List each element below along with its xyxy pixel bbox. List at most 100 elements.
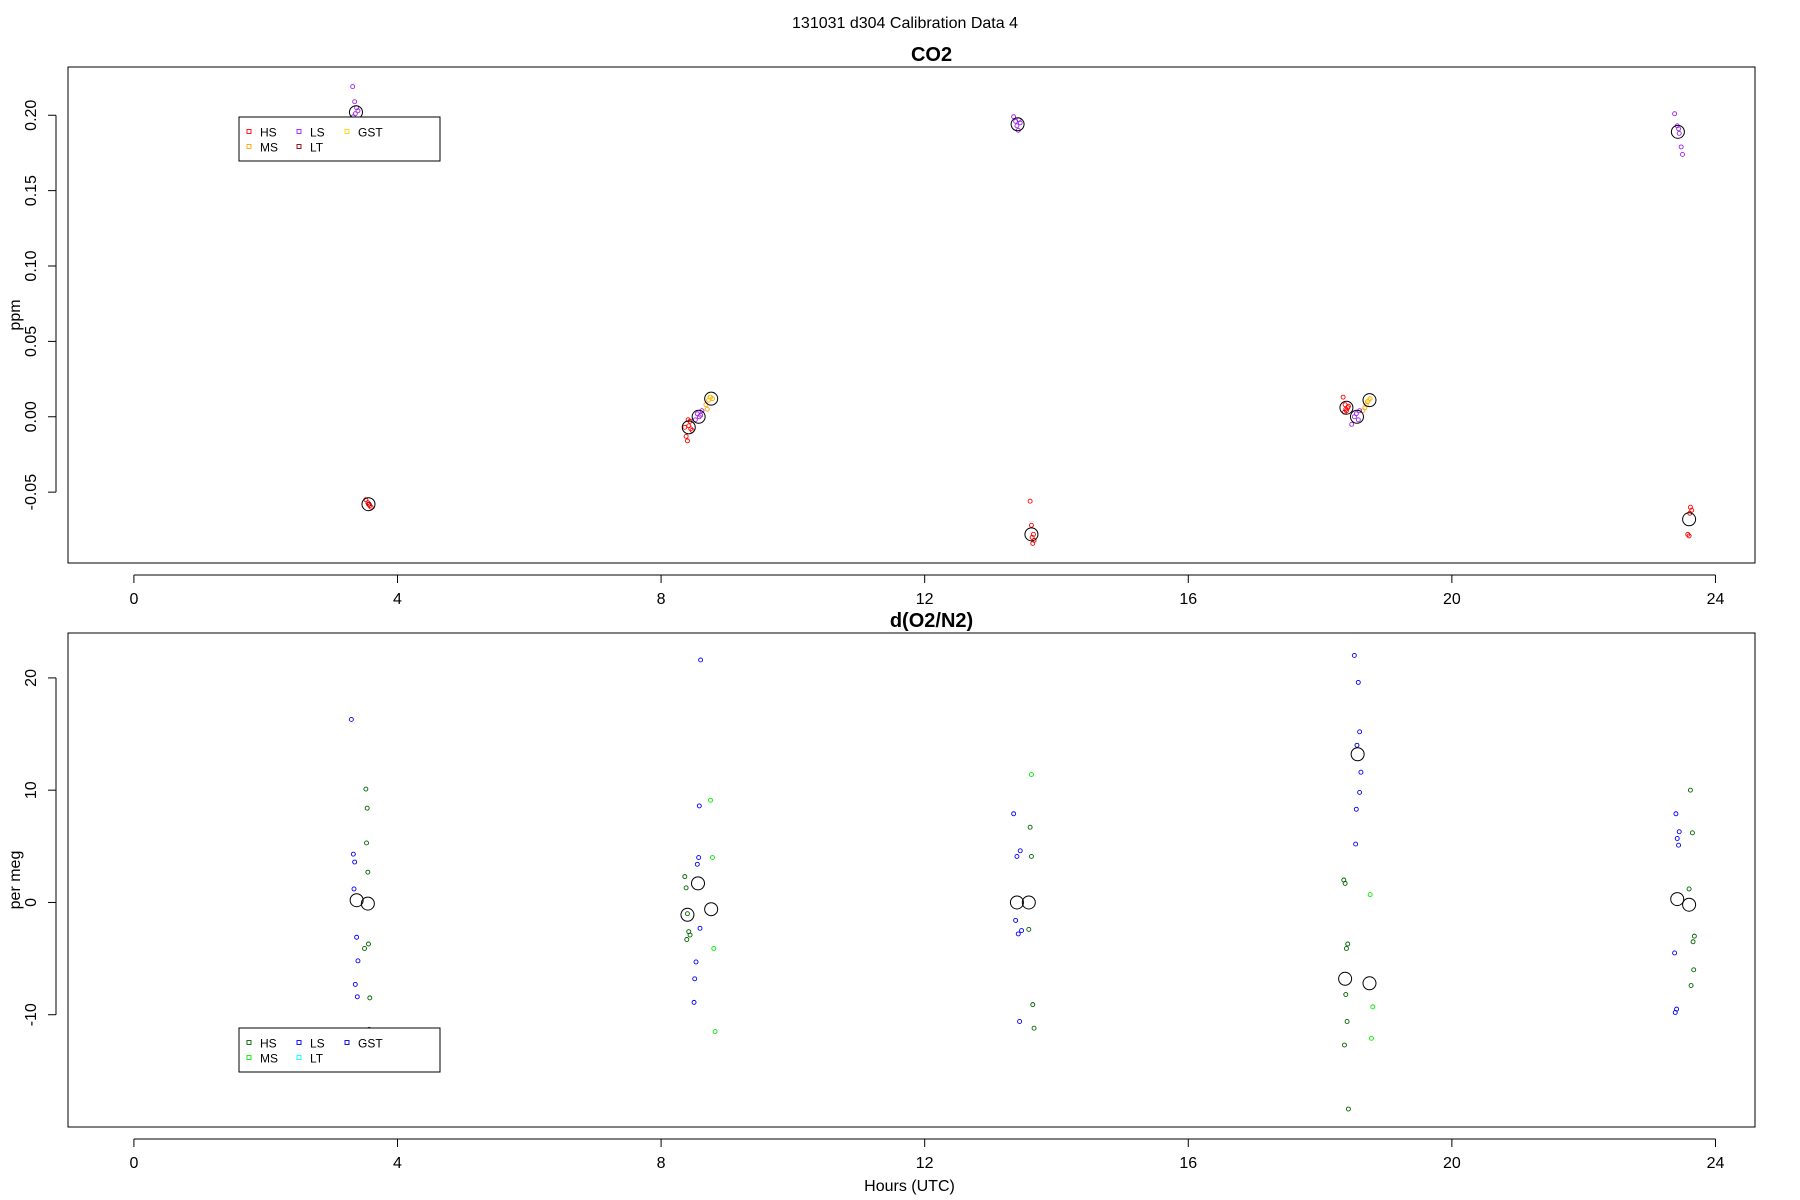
y-tick-label: 10	[23, 781, 40, 799]
data-point	[362, 946, 367, 951]
data-point	[1017, 848, 1023, 854]
data-point	[1019, 928, 1025, 933]
data-point	[683, 885, 689, 891]
mean-point	[690, 876, 705, 891]
data-point	[1366, 397, 1372, 403]
legend-marker	[296, 1055, 302, 1060]
data-point	[1342, 1042, 1347, 1048]
mean-point	[1670, 124, 1685, 139]
x-tick-label: 8	[657, 591, 666, 608]
data-point	[1686, 886, 1692, 892]
data-point	[1014, 123, 1020, 129]
data-point	[366, 501, 372, 507]
data-point	[682, 424, 688, 430]
x-tick-label: 20	[1443, 1155, 1461, 1172]
data-point	[1028, 772, 1034, 777]
data-point	[365, 869, 371, 875]
legend-label: GST	[358, 126, 383, 140]
data-point	[1353, 806, 1359, 812]
data-point	[352, 99, 358, 105]
data-point	[1357, 789, 1363, 795]
x-tick-label: 16	[1179, 1155, 1197, 1172]
data-point	[1030, 531, 1036, 537]
legend-marker	[344, 1040, 350, 1045]
data-point	[1676, 130, 1682, 136]
legend-box	[238, 1027, 441, 1073]
data-point	[1349, 421, 1355, 427]
data-point	[1672, 111, 1678, 117]
legend-marker	[246, 129, 252, 134]
data-point	[1674, 836, 1680, 841]
data-point	[1345, 403, 1351, 409]
data-point	[1027, 824, 1033, 830]
mean-point	[1682, 897, 1697, 912]
mean-point	[1350, 747, 1365, 762]
data-point	[1357, 729, 1363, 735]
y-tick-label: 0.00	[23, 401, 40, 432]
data-point	[682, 874, 688, 880]
legend-label: LT	[310, 1052, 324, 1066]
data-point	[1676, 126, 1682, 132]
data-point	[1028, 853, 1034, 859]
legend-marker	[296, 1040, 302, 1045]
mean-point	[349, 893, 364, 908]
data-point	[684, 911, 690, 917]
data-point	[355, 958, 361, 964]
mean-point	[680, 907, 695, 922]
x-tick-label: 4	[393, 591, 402, 608]
legend-marker	[246, 1040, 252, 1045]
y-axis-label: ppm	[7, 299, 24, 330]
data-point	[684, 937, 690, 942]
data-point	[696, 855, 702, 860]
data-point	[694, 861, 700, 867]
data-point	[1011, 811, 1017, 817]
data-point	[1688, 983, 1694, 988]
x-tick-label: 12	[916, 1155, 934, 1172]
legend-label: HS	[260, 1037, 277, 1051]
data-point	[1026, 926, 1032, 932]
data-point	[1030, 1002, 1036, 1008]
x-tick-label: 24	[1707, 591, 1725, 608]
legend-marker	[296, 129, 302, 134]
data-point	[355, 108, 361, 114]
legend-label: MS	[260, 1052, 278, 1066]
data-point	[1027, 498, 1033, 504]
legend-marker	[344, 129, 350, 134]
data-point	[1345, 1106, 1351, 1112]
data-point	[691, 999, 697, 1005]
data-point	[1370, 1004, 1376, 1010]
legend-label: HS	[260, 126, 277, 140]
data-point	[1028, 522, 1034, 528]
y-tick-label: 20	[23, 669, 40, 687]
data-point	[354, 934, 360, 940]
mean-point	[1009, 895, 1024, 910]
data-point	[1678, 144, 1684, 150]
data-point	[1690, 939, 1696, 945]
panel-title: CO2	[911, 44, 952, 66]
mean-point	[1339, 400, 1354, 415]
mean-point	[361, 497, 376, 512]
mean-point	[704, 391, 719, 406]
co2-panel: CO2 0 4 8 12 16 20 24 -0.05 0.00 0.05 0.10 0.15 0.20 p…	[7, 44, 1756, 608]
y-tick-label: 0	[23, 898, 40, 907]
panel-title: d(O2/N2)	[890, 610, 973, 632]
data-point	[1344, 1019, 1350, 1024]
data-point	[1691, 967, 1697, 973]
data-point	[1343, 992, 1349, 997]
data-point	[1343, 406, 1349, 412]
data-point	[685, 417, 691, 423]
legend-marker	[296, 144, 302, 149]
x-tick-label: 16	[1179, 591, 1197, 608]
data-point	[350, 851, 356, 857]
legend-label: MS	[260, 141, 278, 155]
y-tick-label: 0.05	[23, 326, 40, 357]
x-tick-label: 0	[129, 591, 138, 608]
mean-point	[1349, 409, 1364, 424]
legend-marker	[246, 144, 252, 149]
data-point	[1354, 742, 1360, 748]
data-point	[698, 657, 704, 663]
data-point	[692, 976, 698, 982]
x-tick-label: 8	[657, 1155, 666, 1172]
mean-point	[1362, 976, 1377, 991]
data-point	[1017, 1019, 1023, 1024]
